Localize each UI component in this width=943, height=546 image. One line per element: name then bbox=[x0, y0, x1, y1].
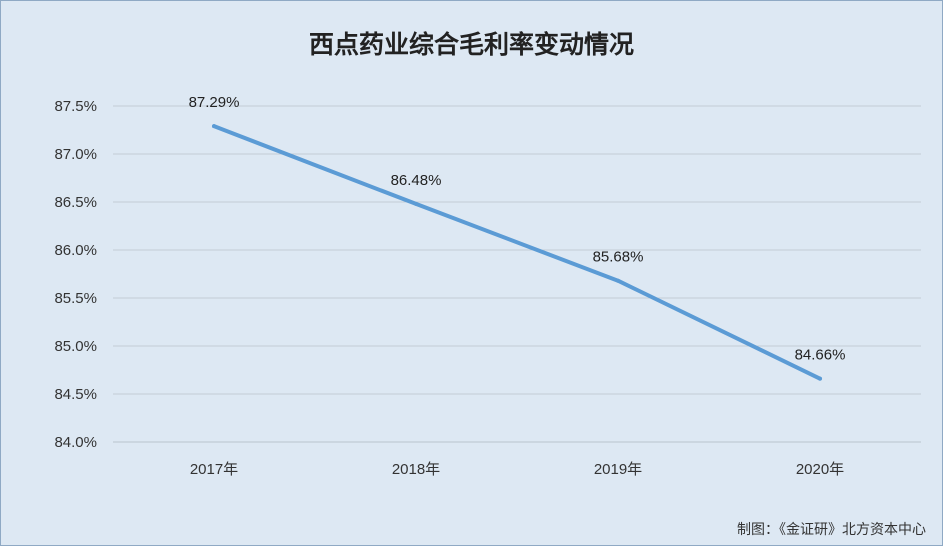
y-tick-label: 86.5% bbox=[54, 194, 97, 211]
y-tick-label: 85.0% bbox=[54, 338, 97, 355]
y-tick-label: 87.0% bbox=[54, 146, 97, 163]
data-point bbox=[616, 278, 620, 283]
data-point bbox=[818, 376, 822, 381]
x-tick-label: 2018年 bbox=[392, 461, 440, 478]
data-label: 85.68% bbox=[593, 249, 644, 266]
chart-title: 西点药业综合毛利率变动情况 bbox=[308, 30, 634, 59]
y-tick-label: 86.0% bbox=[54, 242, 97, 259]
data-label: 84.66% bbox=[795, 347, 846, 364]
y-tick-label: 84.0% bbox=[54, 434, 97, 451]
y-tick-label: 85.5% bbox=[54, 290, 97, 307]
data-point bbox=[212, 124, 216, 129]
data-label: 87.29% bbox=[189, 94, 240, 111]
y-tick-label: 84.5% bbox=[54, 386, 97, 403]
x-tick-label: 2019年 bbox=[594, 461, 642, 478]
x-tick-label: 2020年 bbox=[796, 461, 844, 478]
data-point bbox=[414, 201, 418, 206]
data-label: 86.48% bbox=[391, 172, 442, 189]
y-tick-label: 87.5% bbox=[54, 98, 97, 115]
series-line bbox=[212, 124, 822, 381]
x-tick-label: 2017年 bbox=[190, 461, 238, 478]
source-note: 制图：《金证研》北方资本中心 bbox=[737, 522, 926, 538]
